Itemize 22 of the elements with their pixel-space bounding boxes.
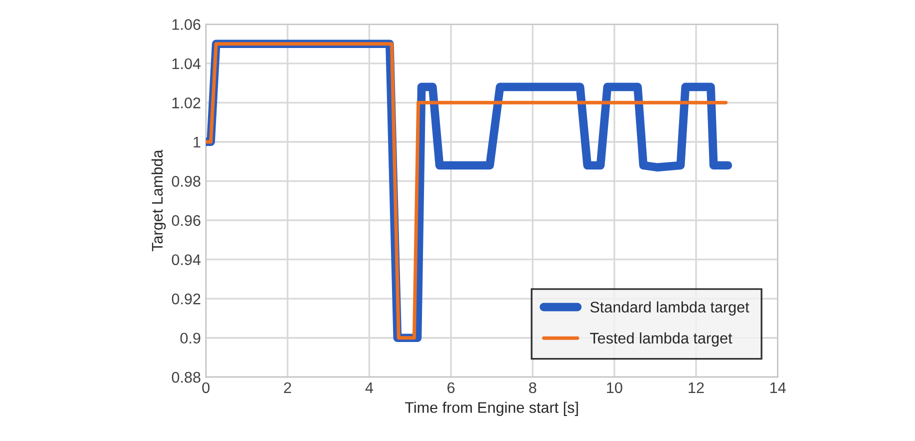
x-axis-title: Time from Engine start [s] xyxy=(405,402,578,416)
y-tick-label: 0.96 xyxy=(172,215,200,226)
legend-label: Standard lambda target xyxy=(590,301,750,316)
x-tick-label: 8 xyxy=(529,382,536,394)
y-tick-label: 0.92 xyxy=(172,294,200,304)
y-tick-label: 1 xyxy=(194,136,200,148)
x-tick-label: 10 xyxy=(607,382,622,394)
x-tick-label: 0 xyxy=(202,382,210,394)
y-axis-title: Target Lambda xyxy=(151,150,166,252)
y-tick-label: 0.88 xyxy=(172,372,200,383)
x-tick-label: 2 xyxy=(284,382,292,393)
x-tick-label: 12 xyxy=(688,382,704,393)
y-tick-label: 0.98 xyxy=(172,176,200,187)
x-tick-label: 4 xyxy=(365,382,374,393)
legend-label: Tested lambda target xyxy=(590,332,732,347)
y-tick-label: 1.06 xyxy=(172,19,200,30)
x-tick-label: 14 xyxy=(770,382,786,393)
y-tick-label: 0.9 xyxy=(180,332,200,344)
y-tick-label: 1.04 xyxy=(172,58,201,70)
y-tick-label: 0.94 xyxy=(172,254,201,266)
x-tick-label: 6 xyxy=(447,382,455,394)
y-tick-label: 1.02 xyxy=(172,98,200,108)
